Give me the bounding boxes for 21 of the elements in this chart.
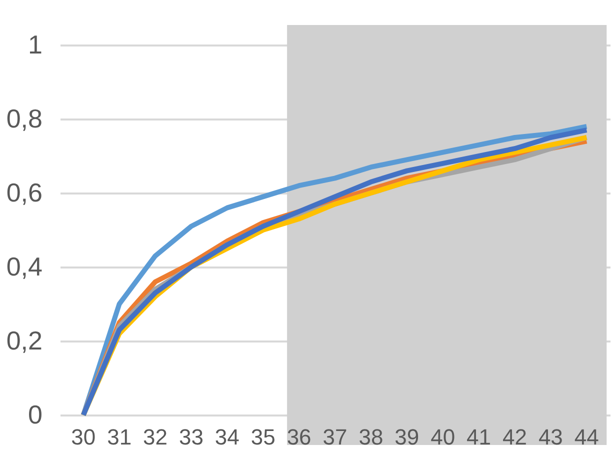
y-tick-label: 0,4 — [6, 252, 42, 282]
y-tick-label: 0,8 — [6, 104, 42, 134]
y-tick-label: 0,6 — [6, 178, 42, 208]
x-tick-label: 42 — [502, 424, 527, 450]
x-tick-label: 41 — [466, 424, 492, 450]
x-tick-label: 31 — [107, 424, 132, 450]
x-tick-label: 36 — [286, 424, 312, 450]
x-tick-label: 32 — [143, 424, 168, 450]
x-tick-label: 30 — [71, 424, 96, 450]
x-tick-label: 39 — [394, 424, 420, 450]
y-tick-label: 0 — [28, 400, 42, 430]
x-tick-label: 33 — [178, 424, 204, 450]
x-tick-label: 34 — [214, 424, 240, 450]
y-tick-label: 1 — [28, 30, 42, 60]
y-tick-label: 0,2 — [6, 326, 42, 356]
x-tick-label: 38 — [358, 424, 384, 450]
x-tick-label: 35 — [250, 424, 276, 450]
x-tick-label: 37 — [322, 424, 348, 450]
x-tick-label: 40 — [430, 424, 456, 450]
x-tick-label: 43 — [538, 424, 563, 450]
x-tick-label: 44 — [574, 424, 599, 450]
